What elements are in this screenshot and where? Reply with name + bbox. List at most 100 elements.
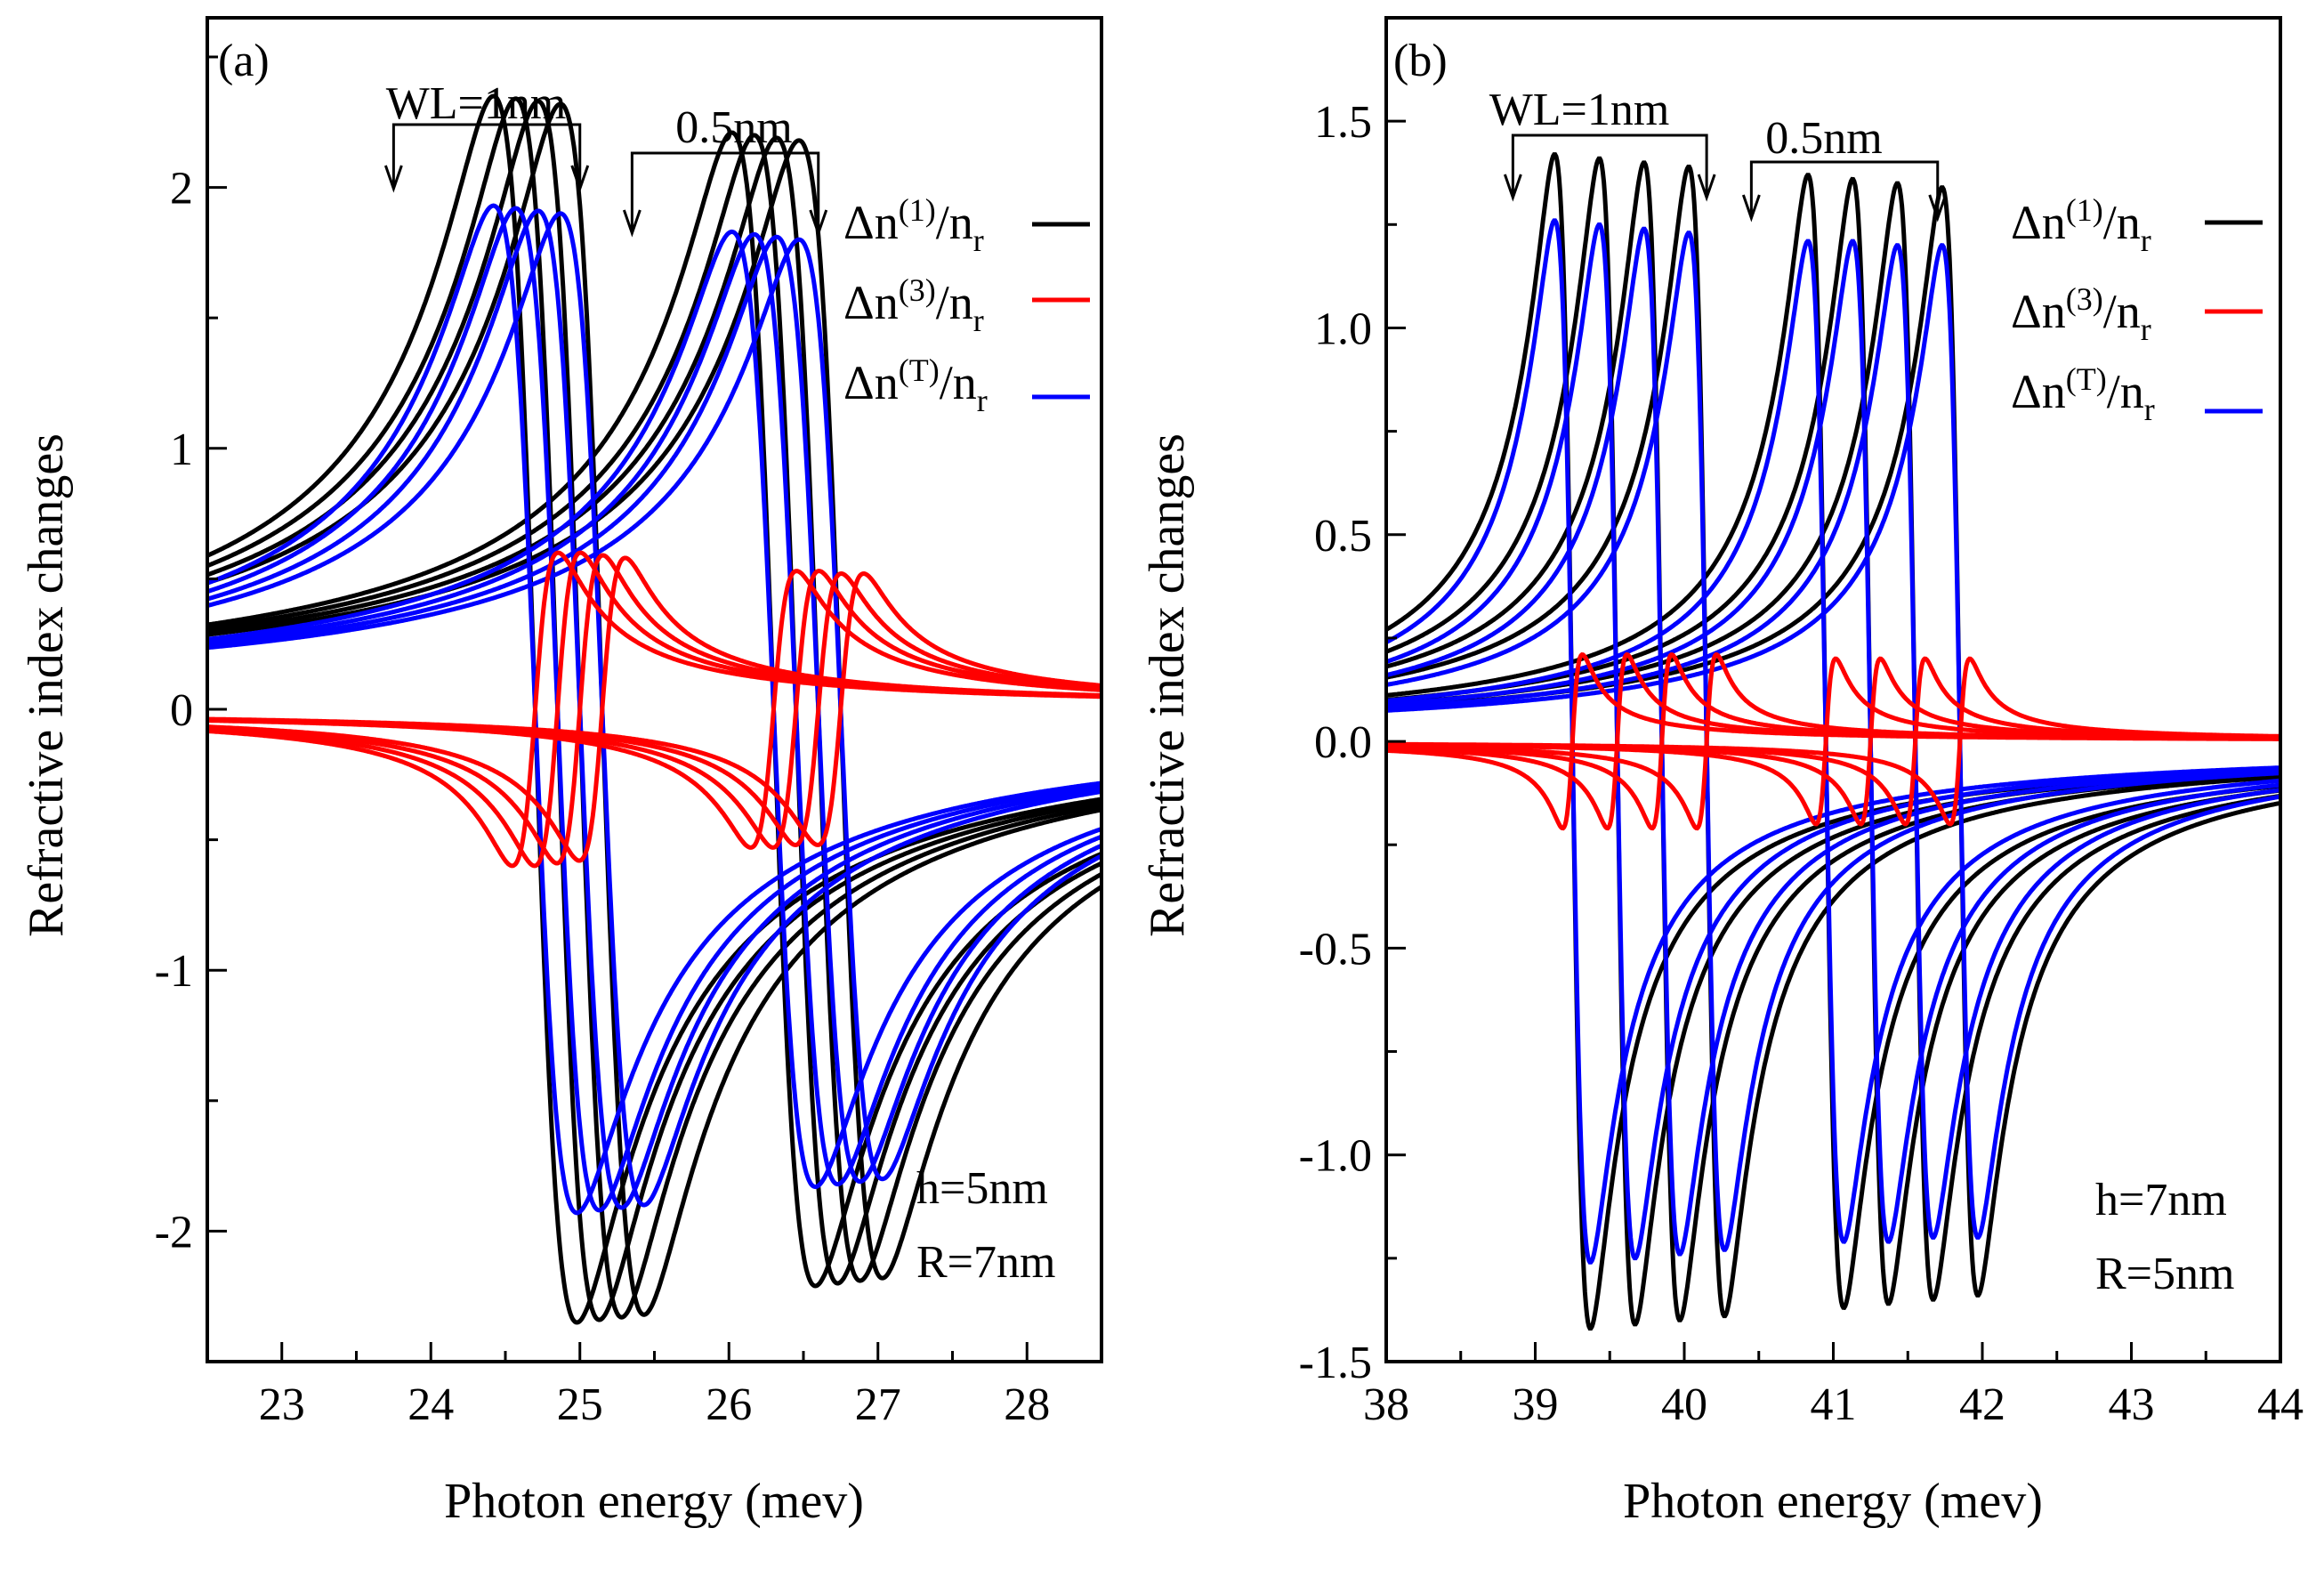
series-line-000000-2 — [207, 99, 1101, 1320]
panel-b-ylabel: Refractive index changes — [1140, 433, 1195, 937]
panel-b-legend-text-1: Δn(1)/nr — [2011, 192, 2151, 258]
series-line-0000ff-0 — [1386, 218, 2280, 1265]
x-tick-label: 42 — [1959, 1379, 2005, 1430]
panel-a-half-bracket — [622, 151, 828, 238]
panel-b-param-r: R=5nm — [2095, 1249, 2234, 1299]
x-tick-label: 27 — [855, 1379, 901, 1430]
series-line-0000ff-7 — [207, 237, 1101, 1182]
x-tick-label: 44 — [2257, 1379, 2304, 1430]
panel-b-legend-text-3: Δn(T)/nr — [2011, 361, 2155, 427]
series-line-0000ff-6 — [207, 234, 1101, 1185]
series-line-000000-6 — [207, 135, 1101, 1283]
series-line-000000-0 — [207, 93, 1101, 1325]
panel-b-label: (b) — [1393, 36, 1448, 86]
series-line-0000ff-2 — [1386, 226, 2280, 1257]
panel-a-legend-item-2: Δn(3)/nr — [843, 272, 1090, 338]
panel-a-param-r: R=7nm — [916, 1237, 1055, 1288]
series-line-ff0000-3 — [1386, 652, 2280, 831]
series-line-ff0000-7 — [1386, 656, 2280, 827]
y-tick-label: 1.5 — [1314, 97, 1372, 148]
y-tick-label: -1.5 — [1299, 1338, 1372, 1388]
panel-b-legend-item-1: Δn(1)/nr — [2011, 192, 2263, 258]
x-tick-label: 23 — [259, 1379, 305, 1430]
series-line-ff0000-2 — [1386, 652, 2280, 831]
series-line-000000-5 — [207, 133, 1101, 1286]
y-tick-label: 0.5 — [1314, 511, 1372, 562]
panel-b-legend: Δn(1)/nr Δn(3)/nr Δn(T)/nr — [2011, 192, 2263, 427]
panel-b-x-ticks: 38 39 40 41 42 43 44 — [1363, 1342, 2304, 1430]
panel-b-param-h: h=7nm — [2095, 1175, 2227, 1225]
series-line-0000ff-2 — [207, 208, 1101, 1210]
y-tick-label: 1 — [170, 425, 193, 475]
panel-b-annotation-half: 0.5nm — [1741, 113, 1948, 222]
y-tick-label: 1.0 — [1314, 303, 1372, 354]
x-tick-label: 43 — [2109, 1379, 2155, 1430]
panel-b: 38 39 40 41 42 43 44 -1.5-1.0-0.50.00.51.01.5 … — [1140, 16, 2304, 1529]
series-line-0000ff-6 — [1386, 243, 2280, 1240]
y-tick-label: -2 — [155, 1207, 193, 1257]
series-line-000000-4 — [207, 130, 1101, 1289]
y-tick-label: -1.0 — [1299, 1131, 1372, 1182]
series-line-0000ff-7 — [1386, 243, 2280, 1240]
panel-a-x-ticks: 23 24 25 26 27 28 — [206, 1342, 1103, 1430]
series-line-0000ff-1 — [207, 206, 1101, 1213]
series-line-0000ff-1 — [1386, 222, 2280, 1261]
panel-a-legend: Δn(1)/nr Δn(3)/nr Δn(T)/nr — [843, 192, 1090, 418]
panel-b-legend-text-2: Δn(3)/nr — [2011, 281, 2151, 347]
x-tick-label: 26 — [706, 1379, 752, 1430]
series-line-ff0000-1 — [1386, 652, 2280, 831]
panel-b-legend-item-2: Δn(3)/nr — [2011, 281, 2263, 347]
panel-a-annotation-half: 0.5nm — [622, 102, 828, 238]
series-line-000000-1 — [207, 96, 1101, 1322]
series-line-0000ff-5 — [207, 231, 1101, 1187]
series-line-0000ff-0 — [207, 203, 1101, 1216]
panel-a-half-label: 0.5nm — [675, 102, 792, 153]
panel-a-wl-label: WL=1nm — [386, 78, 567, 129]
series-line-0000ff-3 — [207, 211, 1101, 1208]
series-line-ff0000-0 — [1386, 652, 2280, 831]
panel-b-half-label: 0.5nm — [1765, 113, 1882, 164]
panel-b-wl-label: WL=1nm — [1489, 85, 1670, 135]
series-line-000000-7 — [207, 138, 1101, 1281]
x-tick-label: 25 — [557, 1379, 603, 1430]
panel-a-ylabel: Refractive index changes — [19, 433, 74, 937]
panel-a-param-h: h=5nm — [916, 1163, 1048, 1214]
panel-a-label: (a) — [218, 36, 270, 86]
panel-a-curves — [207, 93, 1101, 1325]
series-line-000000-3 — [1386, 165, 2280, 1319]
panel-b-legend-item-3: Δn(T)/nr — [2011, 361, 2263, 427]
x-tick-label: 39 — [1513, 1379, 1559, 1430]
panel-a-legend-item-1: Δn(1)/nr — [843, 192, 1090, 258]
series-line-0000ff-4 — [207, 229, 1101, 1190]
x-tick-label: 28 — [1004, 1379, 1050, 1430]
series-line-0000ff-4 — [1386, 239, 2280, 1244]
panel-a-wl-bracket — [383, 123, 590, 193]
y-tick-label: 0 — [170, 685, 193, 736]
panel-a-legend-text-3: Δn(T)/nr — [843, 352, 988, 418]
series-line-ff0000-7 — [207, 570, 1101, 847]
series-line-0000ff-3 — [1386, 230, 2280, 1252]
series-line-0000ff-5 — [1386, 239, 2280, 1244]
panel-b-half-bracket — [1741, 160, 1948, 222]
panel-b-wl-bracket — [1503, 133, 1716, 202]
panel-b-y-ticks: -1.5 -1.0 -0.5 0.0 0.5 1.0 1.5 — [1299, 16, 1406, 1388]
y-tick-label: 2 — [170, 164, 193, 214]
panel-a: 23 24 25 26 27 28 -2 -1 0 1 2 (a) Refractive inde… — [19, 16, 1103, 1529]
y-tick-label: 0.0 — [1314, 717, 1372, 768]
x-tick-label: 40 — [1661, 1379, 1707, 1430]
panel-b-curves — [1386, 152, 2280, 1331]
panel-a-y-ticks: -2 -1 0 1 2 — [155, 55, 227, 1363]
panel-a-xlabel: Photon energy (mev) — [444, 1474, 864, 1529]
panel-a-legend-text-2: Δn(3)/nr — [843, 272, 984, 338]
x-tick-label: 24 — [408, 1379, 454, 1430]
x-tick-label: 38 — [1363, 1379, 1409, 1430]
panel-b-xlabel: Photon energy (mev) — [1623, 1474, 2043, 1529]
panel-a-annotation-wl: WL=1nm — [383, 78, 590, 193]
panel-a-legend-text-1: Δn(1)/nr — [843, 192, 984, 258]
panel-b-annotation-wl: WL=1nm — [1489, 85, 1716, 202]
series-line-ff0000-3 — [207, 555, 1101, 863]
y-tick-label: -1 — [155, 946, 193, 997]
y-tick-label: -0.5 — [1299, 924, 1372, 974]
x-tick-label: 41 — [1811, 1379, 1857, 1430]
